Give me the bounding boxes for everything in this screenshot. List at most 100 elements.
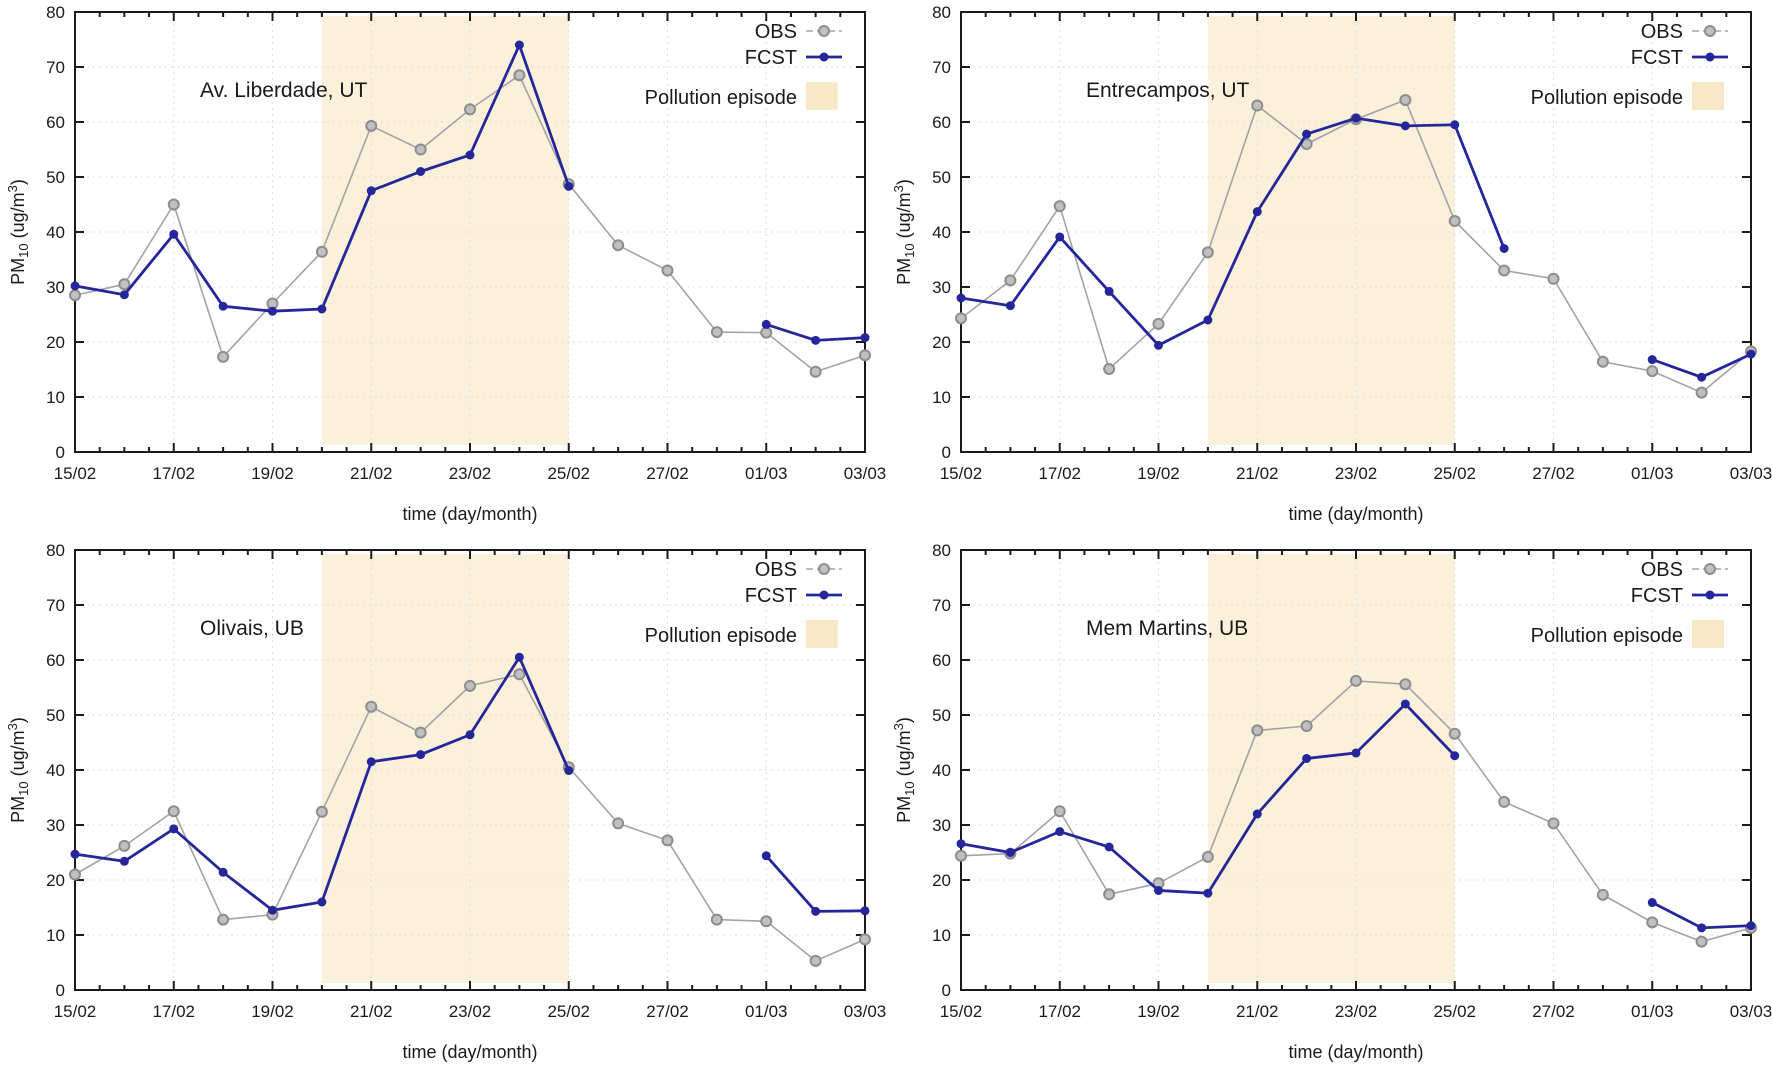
y-axis-label-part: 10	[16, 243, 31, 257]
legend-episode-label: Pollution episode	[645, 87, 797, 109]
obs-marker	[1004, 274, 1017, 287]
y-tick-label: 50	[46, 168, 65, 187]
legend-fcst-marker	[1705, 590, 1715, 600]
y-tick-label: 50	[932, 168, 951, 187]
y-axis-label-part: (ug/m	[894, 730, 914, 781]
fcst-marker	[1302, 129, 1312, 139]
y-tick-label: 70	[46, 596, 65, 615]
obs-marker	[217, 350, 230, 363]
pollution-episode-band	[321, 16, 569, 445]
y-tick-label: 0	[942, 443, 951, 462]
fcst-marker	[811, 335, 821, 345]
y-tick-label: 20	[46, 333, 65, 352]
obs-marker	[1399, 94, 1412, 106]
fcst-marker	[1499, 244, 1509, 253]
obs-marker	[1547, 817, 1560, 830]
y-axis-label-part: 10	[16, 781, 31, 795]
y-tick-label: 0	[56, 443, 65, 462]
y-tick-label: 30	[46, 816, 65, 835]
y-axis-label-part: )	[894, 179, 914, 185]
y-axis-label-part: 3	[891, 185, 906, 192]
y-axis-label: PM10 (ug/m3)	[5, 179, 31, 285]
x-tick-label: 19/02	[1137, 464, 1180, 483]
y-axis-label-part: 3	[5, 185, 20, 192]
legend-episode-swatch	[806, 82, 838, 110]
fcst-markers	[956, 699, 1756, 933]
chart-mem-martins: Mem Martins, UB OBS FCST Pollution episode 1…	[891, 541, 1772, 1062]
x-tick-label: 27/02	[646, 1002, 689, 1021]
y-axis-label-part: PM	[8, 796, 28, 823]
obs-marker	[1300, 720, 1313, 732]
station-title: Entrecampos, UT	[1086, 79, 1250, 102]
fcst-marker	[1055, 232, 1065, 242]
x-tick-label: 25/02	[1433, 464, 1476, 483]
legend: OBS FCST Pollution episode	[645, 559, 842, 648]
y-tick-label: 20	[932, 871, 951, 890]
fcst-marker	[956, 839, 966, 849]
y-tick-label: 10	[932, 388, 951, 407]
fcst-marker	[1647, 355, 1657, 365]
legend-episode-label: Pollution episode	[1531, 625, 1683, 647]
y-axis-label: PM10 (ug/m3)	[891, 717, 917, 823]
y-tick-label: 80	[46, 3, 65, 22]
fcst-marker	[564, 766, 574, 776]
obs-marker	[69, 868, 81, 881]
fcst-marker	[416, 167, 426, 176]
obs-marker	[1201, 246, 1214, 259]
chart-cell-entrecampos: Entrecampos, UT OBS FCST Pollution episode 1…	[886, 0, 1772, 538]
x-tick-label: 23/02	[1335, 464, 1378, 483]
x-tick-label: 19/02	[251, 464, 294, 483]
obs-marker	[1448, 727, 1461, 740]
legend-fcst-marker	[819, 52, 829, 62]
fcst-marker	[1252, 809, 1262, 819]
y-axis-label-part: )	[8, 717, 28, 723]
x-tick-label: 03/03	[1730, 464, 1772, 483]
y-axis-label-part: )	[894, 717, 914, 723]
fcst-marker	[317, 897, 327, 907]
y-axis-label-part: (ug/m	[8, 730, 28, 781]
obs-marker	[859, 933, 871, 946]
legend-obs-label: OBS	[1641, 559, 1683, 581]
y-tick-label: 40	[932, 223, 951, 242]
obs-marker	[1399, 678, 1412, 691]
fcst-marker	[1400, 699, 1410, 709]
fcst-line	[765, 854, 866, 913]
obs-marker	[1695, 935, 1708, 948]
x-tick-label: 19/02	[1137, 1002, 1180, 1021]
fcst-marker	[1154, 885, 1163, 895]
obs-marker	[1646, 365, 1659, 378]
obs-markers	[69, 668, 871, 967]
chart-av-liberdade: Av. Liberdade, UT OBS FCST Pollution episod…	[5, 3, 886, 524]
y-tick-labels: 0 10 20 30 40 50 60 70 80	[46, 541, 65, 1000]
obs-marker	[414, 726, 427, 739]
y-tick-label: 40	[46, 761, 65, 780]
chart-olivais: Olivais, UB OBS FCST Pollution episode 15/02…	[5, 541, 886, 1062]
chart-cell-mem-martins: Mem Martins, UB OBS FCST Pollution episode 1…	[886, 538, 1772, 1076]
obs-marker	[1251, 99, 1264, 112]
obs-marker	[1251, 724, 1264, 737]
fcst-marker	[1450, 751, 1460, 761]
x-tick-label: 01/03	[745, 1002, 788, 1021]
x-tick-label: 03/03	[1730, 1002, 1772, 1021]
y-axis-label-part: 3	[5, 723, 20, 730]
gridlines	[75, 12, 865, 452]
obs-marker	[612, 817, 625, 830]
x-tick-label: 01/03	[745, 464, 788, 483]
plot-border	[74, 549, 866, 991]
fcst-marker	[1104, 286, 1114, 296]
legend-fcst-label: FCST	[1631, 47, 1683, 69]
gridlines	[961, 12, 1751, 452]
y-tick-label: 0	[56, 981, 65, 1000]
fcst-marker	[1005, 301, 1015, 311]
station-title: Av. Liberdade, UT	[200, 79, 367, 102]
y-tick-label: 60	[932, 651, 951, 670]
y-tick-label: 70	[932, 596, 951, 615]
y-tick-label: 80	[932, 3, 951, 22]
station-title: Mem Martins, UB	[1086, 617, 1248, 640]
fcst-marker	[1351, 113, 1361, 123]
fcst-marker	[1005, 848, 1015, 857]
chart-cell-av-liberdade: Av. Liberdade, UT OBS FCST Pollution episod…	[0, 0, 886, 538]
fcst-marker	[366, 186, 376, 196]
x-tick-labels: 15/02 17/02 19/02 21/02 23/02 25/02 27/02 01/03…	[54, 464, 886, 483]
obs-marker	[760, 326, 773, 339]
